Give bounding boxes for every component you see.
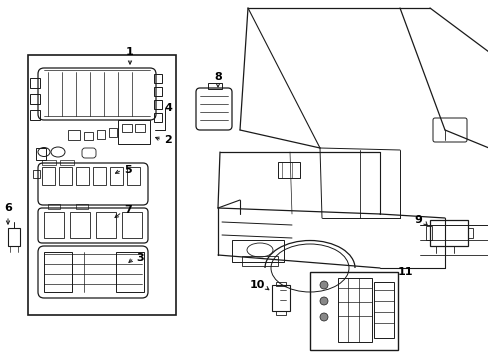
Bar: [275, 311, 285, 315]
Bar: [33, 170, 40, 178]
Bar: [116, 252, 143, 292]
Bar: [467, 228, 472, 238]
Bar: [109, 128, 117, 137]
Bar: [207, 83, 222, 89]
Bar: [76, 204, 88, 209]
Bar: [60, 160, 74, 165]
Bar: [425, 226, 431, 240]
Bar: [373, 282, 393, 338]
Bar: [93, 167, 106, 185]
Bar: [110, 167, 123, 185]
Circle shape: [319, 313, 327, 321]
Bar: [278, 162, 299, 178]
Bar: [48, 204, 60, 209]
Bar: [44, 252, 72, 292]
Bar: [44, 212, 64, 238]
Bar: [28, 55, 176, 315]
Bar: [231, 240, 284, 262]
Bar: [154, 74, 162, 83]
Bar: [154, 113, 162, 122]
Circle shape: [319, 281, 327, 289]
Text: 1: 1: [126, 47, 134, 57]
Bar: [30, 78, 40, 88]
Bar: [135, 124, 145, 132]
Bar: [42, 160, 56, 165]
Bar: [154, 87, 162, 96]
Text: 2: 2: [164, 135, 171, 145]
Bar: [309, 272, 397, 350]
Text: 10: 10: [249, 280, 264, 290]
Bar: [30, 110, 40, 120]
Bar: [84, 132, 93, 140]
Bar: [127, 167, 140, 185]
Text: 7: 7: [124, 205, 132, 215]
Text: 6: 6: [4, 203, 12, 213]
Text: 9: 9: [413, 215, 421, 225]
Text: 3: 3: [136, 253, 143, 263]
Bar: [275, 282, 285, 286]
Bar: [337, 278, 371, 342]
Text: 4: 4: [164, 103, 172, 113]
Bar: [271, 285, 289, 311]
Bar: [30, 94, 40, 104]
Text: 11: 11: [396, 267, 412, 277]
Bar: [154, 100, 162, 109]
Bar: [97, 130, 105, 139]
Bar: [122, 212, 142, 238]
Bar: [70, 212, 90, 238]
Bar: [118, 120, 150, 144]
Bar: [429, 220, 467, 246]
Bar: [242, 256, 278, 266]
Bar: [36, 148, 46, 160]
Bar: [68, 130, 80, 140]
Bar: [8, 228, 20, 246]
Bar: [96, 212, 116, 238]
Bar: [76, 167, 89, 185]
Circle shape: [319, 297, 327, 305]
Text: 8: 8: [214, 72, 222, 82]
Text: 5: 5: [124, 165, 132, 175]
Bar: [122, 124, 132, 132]
Bar: [42, 167, 55, 185]
Bar: [59, 167, 72, 185]
